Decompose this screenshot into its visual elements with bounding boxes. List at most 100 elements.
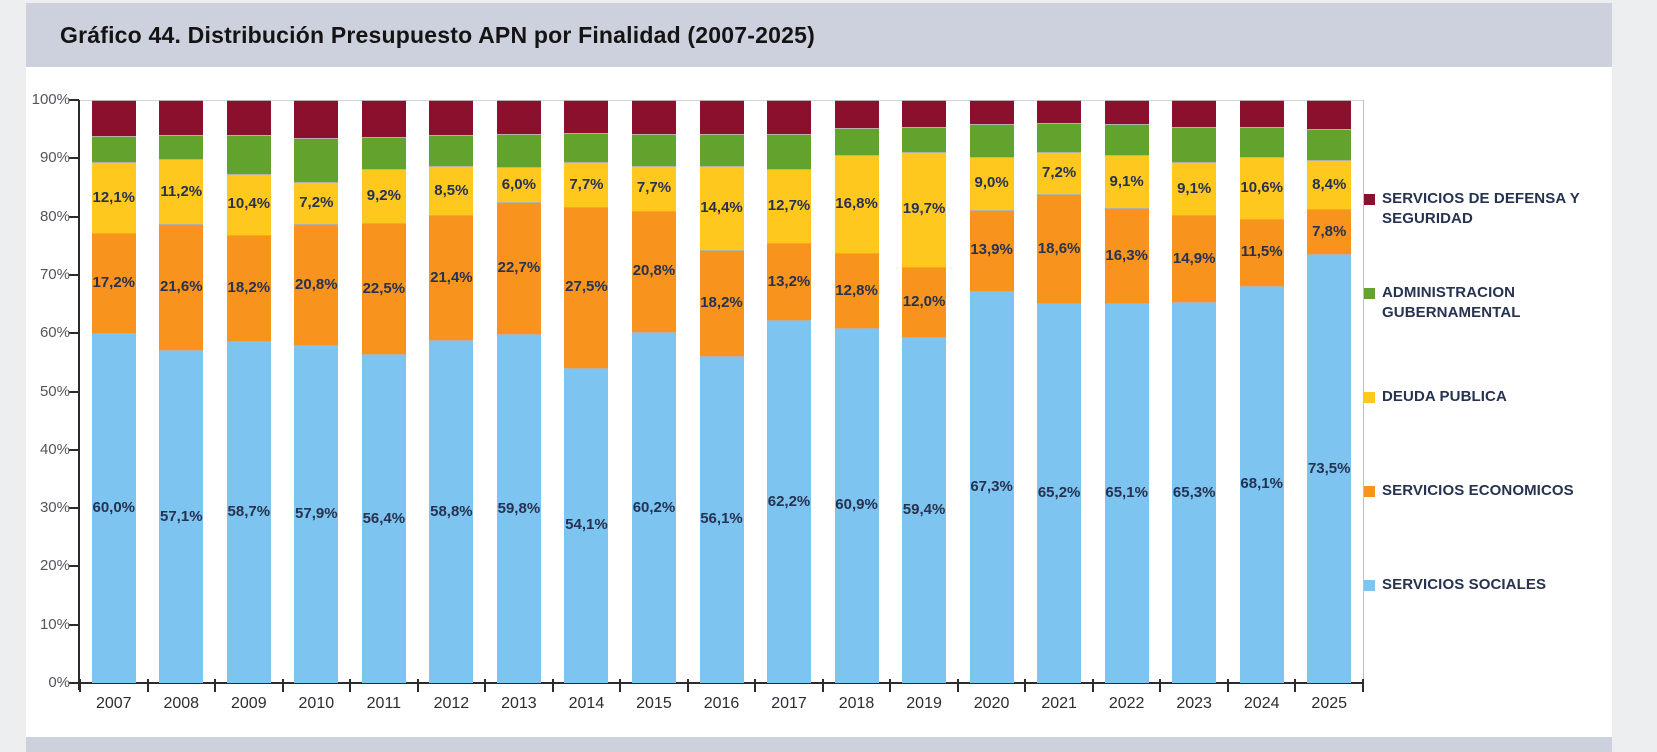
legend-label: SERVICIOS SOCIALES <box>1382 576 1547 593</box>
data-label: 6,0% <box>501 175 536 193</box>
plot-right-border <box>1363 100 1364 683</box>
bar-segment-servicios-economicos <box>969 209 1014 291</box>
bar-segment-administracion-gubernamental <box>969 124 1014 158</box>
x-axis-tick <box>956 679 959 692</box>
y-axis-tick-label: 10% <box>39 615 70 633</box>
data-label: 11,5% <box>1240 243 1283 261</box>
data-label: 20,8% <box>295 275 338 293</box>
bar-segment-servicios-economicos <box>767 243 812 321</box>
x-axis-tick <box>79 679 81 692</box>
bar-segment-administracion-gubernamental <box>159 134 204 159</box>
data-label: 56,1% <box>700 510 743 528</box>
bar-segment-servicios-economicos <box>294 224 339 346</box>
bar-segment-deuda-publica <box>1172 162 1217 216</box>
legend-label: DEUDA PUBLICA <box>1382 388 1507 405</box>
legend-slot: SERVICIOS ECONOMICOS <box>1364 444 1626 538</box>
bar-segment-servicios-sociales <box>91 333 136 683</box>
bar-segment-servicios-economicos <box>1104 208 1149 304</box>
x-axis-tick <box>551 679 554 692</box>
x-axis-tick <box>281 679 284 692</box>
y-axis-tick-label: 60% <box>39 324 70 342</box>
bar-segment-servicios-economicos <box>1037 194 1082 303</box>
y-axis-tick-label: 70% <box>39 265 70 283</box>
bar-segment-servicios-economicos <box>496 202 541 335</box>
bar-segment-servicios-economicos <box>361 223 406 355</box>
y-axis-tick-label: 40% <box>39 440 70 458</box>
bar-segment-servicios-economicos <box>159 224 204 351</box>
bar-segment-deuda-publica <box>969 157 1014 210</box>
bar-segment-administracion-gubernamental <box>361 137 406 170</box>
bar-segment-servicios-economicos <box>631 210 676 333</box>
bar-segment-servicios-economicos <box>834 253 879 328</box>
data-label: 73,5% <box>1307 459 1351 477</box>
bar-segment-administracion-gubernamental <box>564 133 609 163</box>
x-axis-category-label: 2009 <box>231 695 267 712</box>
x-axis-category-label: 2011 <box>366 695 402 712</box>
data-label: 17,2% <box>92 274 136 292</box>
bar-segment-servicios-de-defensa-y-seguridad <box>564 100 609 134</box>
bar-segment-servicios-de-defensa-y-seguridad <box>361 100 406 138</box>
x-axis-category-label: 2023 <box>1176 695 1212 712</box>
data-label: 9,1% <box>1177 179 1212 197</box>
data-label: 22,5% <box>362 279 406 297</box>
legend: SERVICIOS DE DEFENSA Y SEGURIDAD ADMINIST… <box>1364 162 1626 632</box>
x-axis-category-label: 2018 <box>838 695 875 712</box>
bar-segment-deuda-publica <box>1307 160 1352 210</box>
legend-item: SERVICIOS ECONOMICOS <box>1364 481 1574 501</box>
data-label: 16,3% <box>1105 246 1148 264</box>
bar-segment-servicios-economicos <box>1239 218 1284 286</box>
legend-swatch-icon <box>1364 580 1375 591</box>
x-axis-tick <box>484 679 487 692</box>
bar-segment-deuda-publica <box>496 167 541 202</box>
data-label: 12,7% <box>767 197 811 215</box>
x-axis-category-label: 2013 <box>501 695 537 712</box>
bar-segment-administracion-gubernamental <box>496 134 541 168</box>
data-label: 7,7% <box>569 175 604 193</box>
x-axis-tick <box>1024 679 1027 692</box>
bar-segment-deuda-publica <box>767 169 812 244</box>
data-label: 57,1% <box>160 507 203 525</box>
bar-segment-administracion-gubernamental <box>1104 124 1149 156</box>
legend-label: SERVICIOS DE DEFENSA Y SEGURIDAD <box>1382 190 1580 227</box>
x-axis-tick <box>619 679 622 692</box>
bar-segment-servicios-sociales <box>1104 303 1149 683</box>
bar-segment-servicios-sociales <box>699 355 744 683</box>
data-label: 65,3% <box>1172 483 1216 501</box>
x-axis-tick <box>214 679 217 692</box>
y-axis-tick <box>69 507 79 510</box>
bar-segment-administracion-gubernamental <box>1307 128 1352 161</box>
bar-segment-servicios-sociales <box>496 334 541 683</box>
x-axis-tick <box>889 679 892 692</box>
data-label: 10,4% <box>227 195 271 213</box>
y-axis-tick <box>69 682 79 684</box>
bar-segment-servicios-economicos <box>564 207 609 368</box>
bar-segment-deuda-publica <box>159 158 204 225</box>
data-label: 67,3% <box>970 477 1013 495</box>
x-axis-tick <box>821 679 824 692</box>
bar-segment-deuda-publica <box>564 162 609 208</box>
bar-segment-deuda-publica <box>699 165 744 250</box>
y-axis-tick <box>69 157 79 160</box>
bar-segment-servicios-sociales <box>226 340 271 683</box>
legend-swatch-icon <box>1364 288 1375 299</box>
data-label: 13,2% <box>767 272 811 290</box>
x-axis-tick <box>1362 679 1364 692</box>
bar-segment-servicios-sociales <box>1307 254 1352 683</box>
data-label: 18,2% <box>700 293 743 311</box>
data-label: 14,4% <box>700 198 743 216</box>
data-label: 14,9% <box>1172 249 1216 267</box>
data-label: 9,1% <box>1109 172 1144 190</box>
data-label: 27,5% <box>565 278 608 296</box>
bar-segment-servicios-economicos <box>902 266 947 337</box>
legend-item: DEUDA PUBLICA <box>1364 387 1507 407</box>
x-axis-tick <box>146 679 149 692</box>
bar-segment-servicios-de-defensa-y-seguridad <box>1307 100 1352 129</box>
x-axis-tick <box>416 679 419 692</box>
data-label: 8,4% <box>1312 175 1347 193</box>
y-axis-tick-label: 30% <box>39 499 70 517</box>
data-label: 7,7% <box>636 179 672 197</box>
data-label: 12,0% <box>902 292 946 310</box>
data-label: 10,6% <box>1240 179 1283 197</box>
bar-segment-deuda-publica <box>902 151 947 267</box>
data-label: 57,9% <box>295 505 338 523</box>
